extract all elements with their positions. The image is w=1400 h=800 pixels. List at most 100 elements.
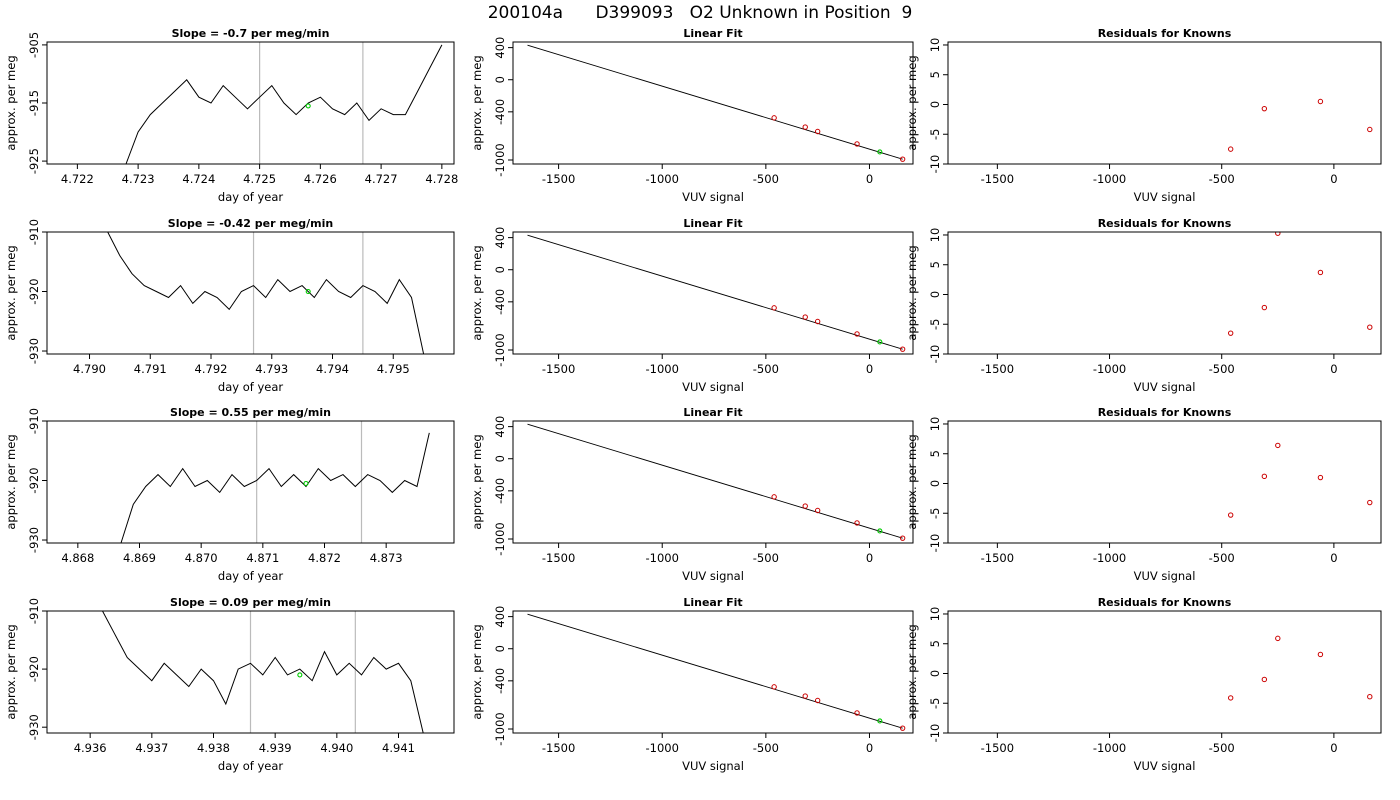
panel-12-xtick-label-1: -1500	[981, 741, 1014, 755]
panel-8-axes-box	[512, 420, 914, 544]
panel-5: Linear Fit-1500 -1000 -500 04000-400-1000VU…	[470, 217, 914, 394]
panel-6-plot-area	[1227, 232, 1373, 336]
panel-11-fit-line	[527, 613, 903, 729]
panel-11-xtick-label-2: -1000	[646, 741, 679, 755]
panel-2-ytick-label-2: 0	[493, 76, 507, 83]
panel-11-title: Linear Fit	[683, 596, 742, 609]
panel-8-point-4	[854, 520, 860, 526]
panel-1-xtick-label-4: 4.725	[243, 172, 276, 186]
panel-5-xtick-label-1: -1500	[542, 362, 575, 376]
panel-6-point-4	[1317, 269, 1324, 276]
panel-8-fit-line	[527, 423, 903, 539]
panel-10: Slope = 0.09 per meg/min 4.936 4.937 4.938 4…	[4, 596, 455, 773]
panel-2-title: Linear Fit	[683, 27, 742, 40]
panel-8-point-3	[814, 507, 821, 514]
panel-2-unknown-point	[877, 149, 883, 155]
panel-10-xtick-label-3: 4.938	[197, 741, 230, 755]
panel-5-point-2	[802, 314, 808, 320]
panel-2-fit-line	[527, 44, 903, 160]
panel-3-point-1	[1227, 146, 1234, 152]
panel-5-point-5	[899, 346, 906, 352]
panel-12-ytick-label-4: -5	[928, 698, 942, 709]
panel-9-plot-area	[1227, 442, 1373, 518]
panel-6-ytick-label-2: 5	[928, 261, 942, 268]
panel-5-xtick-label-3: -500	[753, 362, 779, 376]
panel-8: Linear Fit-1500 -1000 -500 04000-400-1000VU…	[470, 406, 914, 583]
panel-10-ytick-label-2: -920	[27, 656, 41, 682]
panel-9-point-3	[1275, 442, 1281, 449]
panel-10-xtick-label-2: 4.937	[135, 741, 168, 755]
panel-4-xlabel: day of year	[218, 380, 283, 394]
panel-12-title: Residuals for Knowns	[1098, 596, 1232, 609]
panel-9-ytick-label-4: -5	[928, 508, 942, 519]
panel-8-ylabel: approx. per meg	[470, 434, 484, 529]
panel-4-ytick-label-3: -930	[27, 338, 41, 364]
panel-1-xtick-label-5: 4.726	[304, 172, 337, 186]
panel-8-ytick-label-3: -400	[493, 478, 507, 504]
panel-3-xtick-label-4: 0	[1330, 172, 1337, 186]
panel-10-ytick-label-3: -930	[27, 714, 41, 740]
panel-5-ytick-label-1: 400	[493, 227, 507, 249]
panel-10-plot-area	[102, 611, 424, 733]
panel-10-title: Slope = 0.09 per meg/min	[170, 596, 331, 609]
panel-1-ytick-label-3: -925	[27, 148, 41, 174]
panel-8-ytick-label-4: -1000	[493, 522, 507, 555]
panel-6-point-5	[1367, 324, 1373, 330]
panel-11-xlabel: VUV signal	[682, 759, 744, 773]
panel-4-title: Slope = -0.42 per meg/min	[168, 217, 333, 230]
panel-2-ytick-label-1: 400	[493, 37, 507, 59]
panel-11: Linear Fit-1500 -1000 -500 04000-400-1000VU…	[470, 596, 914, 773]
panel-11-point-3	[814, 697, 821, 704]
panel-1: Slope = -0.7 per meg/min 4.722 4.723 4.724 4…	[4, 27, 458, 204]
panel-11-point-1	[771, 684, 777, 690]
panel-1-xtick-label-2: 4.723	[122, 172, 155, 186]
panel-10-xtick-label-5: 4.940	[320, 741, 353, 755]
panel-5-unknown-point	[877, 339, 883, 345]
panel-6-xtick-label-1: -1500	[981, 362, 1014, 376]
panel-5-fit-line	[527, 234, 903, 350]
panel-5-plot-area	[527, 234, 906, 352]
panel-10-xtick-label-1: 4.936	[74, 741, 107, 755]
panel-8-xtick-label-3: -500	[753, 551, 779, 565]
panel-11-plot-area	[527, 613, 906, 731]
panel-2-point-2	[802, 124, 808, 130]
panel-12-plot-area	[1227, 635, 1373, 701]
panel-8-xtick-label-2: -1000	[646, 551, 679, 565]
panel-1-unknown-point	[305, 103, 311, 109]
panel-3-axes-box	[947, 41, 1382, 165]
panel-10-xtick-label-6: 4.941	[382, 741, 415, 755]
panel-2-xlabel: VUV signal	[682, 190, 744, 204]
panel-9-xtick-label-2: -1000	[1093, 551, 1126, 565]
panel-7-xtick-label-2: 4.869	[123, 551, 156, 565]
panel-9-ytick-label-3: 0	[928, 480, 942, 487]
panel-3-xlabel: VUV signal	[1134, 190, 1196, 204]
panel-3-point-4	[1367, 126, 1373, 133]
panel-6-ylabel: approx. per meg	[905, 245, 919, 340]
panel-12-point-2	[1261, 676, 1268, 683]
panel-9-point-4	[1317, 474, 1324, 481]
panel-2-ytick-label-4: -1000	[493, 143, 507, 176]
panel-6-ytick-label-5: -10	[928, 345, 942, 364]
panel-4-xtick-label-4: 4.793	[255, 362, 288, 376]
panel-12-xtick-label-2: -1000	[1093, 741, 1126, 755]
panel-11-xtick-label-1: -1500	[542, 741, 575, 755]
panel-6-point-2	[1261, 304, 1268, 311]
panel-7-unknown-point	[303, 480, 309, 487]
panel-10-ylabel: approx. per meg	[4, 624, 18, 719]
panel-12-ytick-label-1: 10	[928, 607, 942, 622]
panels: Slope = -0.7 per meg/min 4.722 4.723 4.724 4…	[4, 27, 1382, 773]
panel-3-ytick-label-1: 10	[928, 38, 942, 53]
panel-6-point-3	[1275, 232, 1281, 236]
panel-11-ytick-label-3: -400	[493, 668, 507, 694]
panel-7-series-line	[120, 432, 430, 543]
panel-1-ylabel: approx. per meg	[4, 55, 18, 150]
panel-12-point-1	[1227, 695, 1234, 701]
panel-12-axes-box	[947, 610, 1382, 734]
panel-9-ytick-label-5: -10	[928, 534, 942, 553]
panel-3-xtick-label-3: -500	[1209, 172, 1235, 186]
panel-6-point-1	[1227, 330, 1234, 336]
panel-6-ytick-label-3: 0	[928, 291, 942, 298]
panel-2-axes-box	[512, 41, 914, 165]
panel-7-ytick-label-2: -920	[27, 467, 41, 493]
